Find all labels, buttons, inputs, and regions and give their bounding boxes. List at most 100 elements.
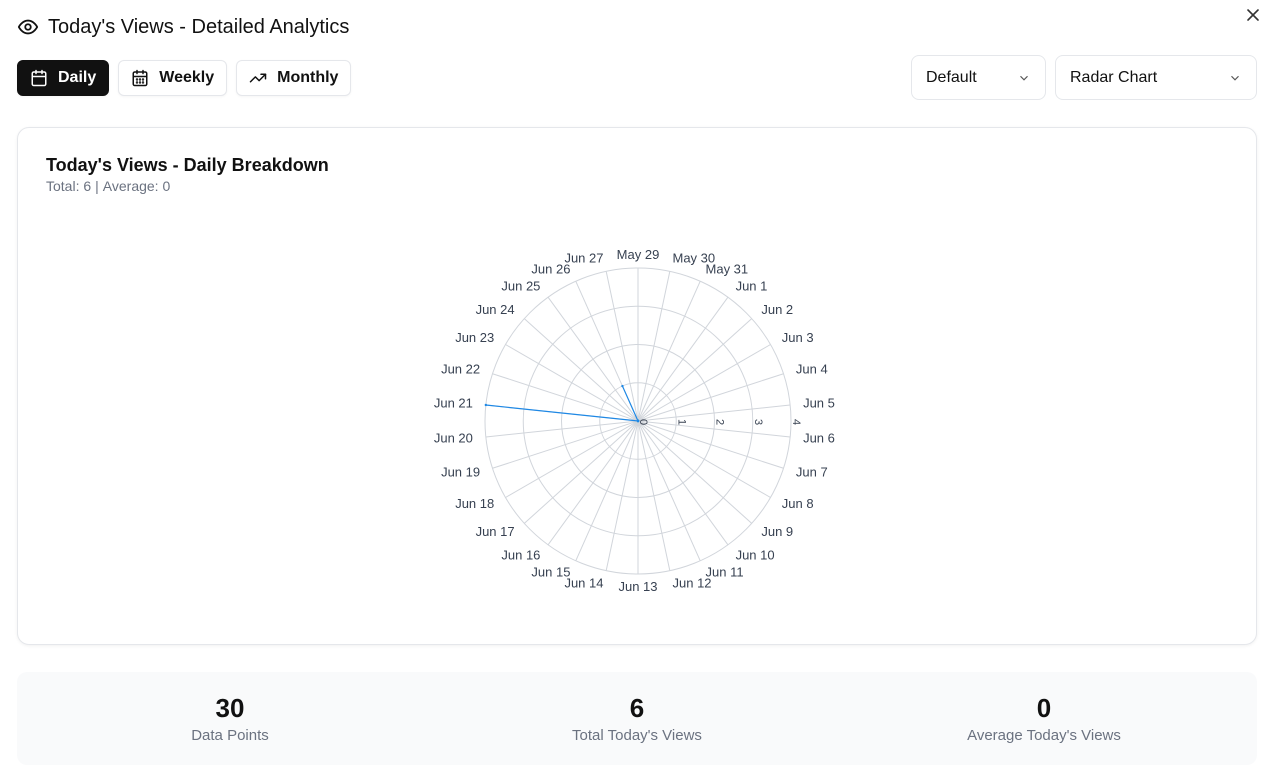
category-tick-label: May 31	[706, 261, 749, 276]
category-tick-label: Jun 9	[761, 524, 793, 539]
angle-grid-spoke	[637, 420, 771, 498]
angle-grid-spoke	[637, 420, 671, 571]
angle-grid-spoke	[637, 420, 784, 469]
category-tick-label: Jun 24	[476, 302, 515, 317]
stat-data-points: 30 Data Points	[80, 692, 380, 744]
tab-monthly-label: Monthly	[277, 69, 339, 86]
category-tick-label: Jun 13	[618, 579, 657, 594]
category-tick-label: Jun 17	[476, 524, 515, 539]
category-tick-label: Jun 3	[782, 330, 814, 345]
calendar-icon	[31, 69, 47, 87]
category-tick-label: Jun 21	[434, 396, 473, 411]
angle-grid-spoke	[505, 344, 639, 422]
chart-card: Today's Views - Daily Breakdown Total: 6…	[17, 127, 1257, 645]
radial-tick-label: 2	[714, 419, 726, 425]
stat-total-views: 6 Total Today's Views	[487, 692, 787, 744]
category-tick-label: Jun 26	[531, 261, 570, 276]
radial-tick-label: 3	[752, 419, 764, 425]
angle-grid-spoke	[637, 271, 671, 422]
angle-grid-spoke	[637, 296, 729, 422]
subtitle-separator: |	[95, 178, 99, 194]
close-icon	[1247, 9, 1259, 21]
close-button[interactable]	[1242, 4, 1264, 26]
trending-up-icon	[249, 73, 267, 83]
stat-label: Total Today's Views	[572, 727, 702, 744]
theme-select[interactable]: Default	[911, 55, 1046, 100]
category-tick-label: Jun 18	[455, 496, 494, 511]
dialog-title: Today's Views - Detailed Analytics	[48, 15, 350, 38]
chevron-down-icon	[1231, 75, 1239, 81]
stat-value: 30	[215, 693, 245, 723]
category-tick-label: Jun 7	[796, 464, 828, 479]
angle-grid-spoke	[547, 296, 639, 422]
category-tick-label: Jun 1	[736, 279, 768, 294]
tab-monthly[interactable]: Monthly	[236, 60, 352, 96]
eye-icon	[17, 19, 39, 35]
chart-title: Today's Views - Daily Breakdown	[46, 155, 329, 175]
category-tick-label: Jun 11	[706, 565, 744, 580]
chart-type-select[interactable]: Radar Chart	[1055, 55, 1257, 100]
angle-grid-spoke	[637, 420, 729, 546]
stat-value: 0	[1036, 693, 1052, 723]
angle-grid-spoke	[637, 420, 791, 438]
angle-grid-spoke	[485, 420, 639, 438]
stat-average-views: 0 Average Today's Views	[894, 692, 1194, 744]
angle-grid-spoke	[547, 420, 639, 546]
category-tick-label: Jun 19	[441, 464, 480, 479]
category-tick-label: Jun 25	[501, 279, 540, 294]
category-tick-label: Jun 6	[803, 430, 835, 445]
series-point	[484, 403, 488, 407]
chart-average: Average: 0	[102, 178, 171, 194]
tab-weekly[interactable]: Weekly	[118, 60, 228, 96]
angle-grid-spoke	[523, 420, 639, 524]
category-tick-label: Jun 10	[736, 547, 775, 562]
category-tick-label: May 30	[673, 251, 716, 266]
category-tick-label: Jun 14	[564, 575, 603, 590]
category-tick-label: Jun 12	[673, 575, 712, 590]
dialog-header: Today's Views - Detailed Analytics	[17, 14, 349, 40]
angle-grid-spoke	[492, 420, 639, 469]
category-tick-label: Jun 27	[564, 251, 603, 266]
angle-grid-spoke	[637, 420, 701, 561]
category-tick-label: Jun 16	[501, 547, 540, 562]
category-tick-label: May 29	[617, 247, 660, 262]
chevron-down-icon	[1020, 75, 1028, 81]
radial-tick-label: 0	[637, 419, 649, 425]
angle-grid-spoke	[637, 420, 753, 524]
angle-grid-spoke	[637, 318, 753, 422]
category-tick-label: Jun 4	[796, 362, 828, 377]
series-point	[621, 384, 624, 388]
angle-grid-spoke	[523, 318, 639, 422]
angle-grid-spoke	[492, 373, 639, 422]
category-tick-label: Jun 23	[455, 330, 494, 345]
tab-daily-label: Daily	[58, 69, 97, 86]
chart-subtitle: Total: 6 | Average: 0	[46, 178, 170, 194]
category-tick-label: Jun 22	[441, 362, 480, 377]
angle-grid-spoke	[637, 344, 771, 422]
stat-value: 6	[629, 693, 645, 723]
tab-daily[interactable]: Daily	[17, 60, 110, 96]
calendar-grid-icon	[132, 69, 148, 87]
stat-label: Average Today's Views	[967, 727, 1121, 744]
chart-options: Default Radar Chart	[911, 55, 1257, 100]
angle-grid-spoke	[605, 271, 639, 422]
category-tick-label: Jun 15	[531, 565, 570, 580]
angle-grid-spoke	[637, 281, 701, 422]
tab-weekly-label: Weekly	[159, 69, 215, 86]
category-tick-label: Jun 20	[434, 430, 473, 445]
category-tick-label: Jun 5	[803, 396, 835, 411]
series-point	[636, 419, 640, 423]
chart-type-select-value: Radar Chart	[1070, 68, 1158, 86]
chart-total: Total: 6	[46, 178, 92, 194]
angle-grid-spoke	[637, 373, 784, 422]
theme-select-value: Default	[926, 68, 977, 86]
stats-panel: 30 Data Points 6 Total Today's Views 0 A…	[17, 672, 1257, 765]
stat-label: Data Points	[191, 727, 269, 744]
angle-grid-spoke	[505, 420, 639, 498]
angle-grid-spoke	[575, 420, 639, 561]
category-tick-label: Jun 8	[782, 496, 814, 511]
angle-grid-spoke	[637, 404, 791, 422]
category-tick-label: Jun 2	[761, 302, 793, 317]
radial-tick-label: 1	[675, 419, 687, 425]
